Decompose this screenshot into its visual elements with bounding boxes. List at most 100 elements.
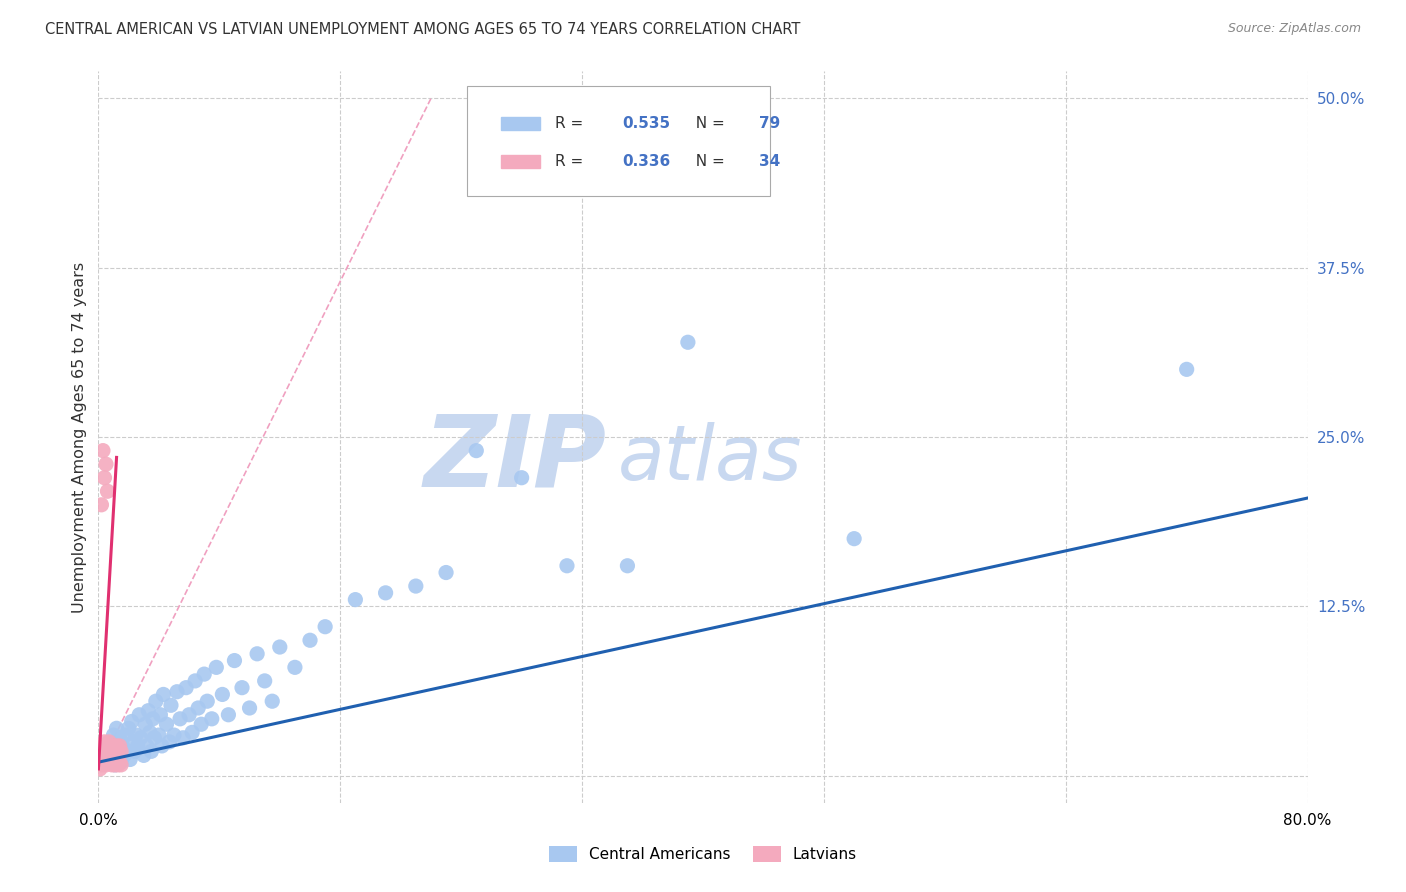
Point (90, 498, 112, 512)
Point (465, 443, 488, 458)
Point (405, 579, 427, 593)
Point (1175, 362, 1198, 376)
Point (103, 728, 125, 742)
Point (108, 731, 131, 745)
Point (91, 443, 114, 458)
Point (246, 647, 269, 661)
Point (101, 744, 124, 758)
Point (143, 731, 166, 745)
Point (104, 757, 127, 772)
Point (135, 739, 157, 753)
Point (434, 566, 457, 580)
Point (195, 694, 218, 708)
Point (616, 558, 638, 573)
Point (139, 725, 162, 739)
Point (114, 728, 136, 742)
Point (104, 744, 127, 758)
Point (124, 744, 146, 758)
Text: 0.535: 0.535 (621, 116, 671, 131)
Point (107, 757, 129, 772)
Point (181, 725, 204, 739)
Text: N =: N = (686, 153, 730, 169)
Point (262, 694, 284, 708)
Point (103, 755, 125, 769)
Text: R =: R = (555, 116, 589, 131)
Point (174, 681, 197, 695)
Point (93, 471, 115, 485)
FancyBboxPatch shape (501, 154, 540, 168)
Point (299, 633, 322, 648)
Point (96, 755, 118, 769)
Point (193, 667, 215, 681)
Point (96, 484, 118, 499)
Point (93, 752, 115, 766)
Point (103, 752, 125, 766)
Point (103, 735, 125, 749)
Point (111, 739, 134, 753)
Point (150, 739, 173, 753)
Text: 34: 34 (759, 153, 780, 169)
Point (155, 717, 177, 731)
Point (201, 712, 224, 726)
Point (169, 712, 191, 726)
Point (100, 739, 122, 753)
Point (91, 755, 114, 769)
Point (107, 744, 129, 758)
Point (110, 755, 132, 769)
Point (149, 707, 172, 722)
Point (314, 620, 336, 634)
Text: Source: ZipAtlas.com: Source: ZipAtlas.com (1227, 22, 1361, 36)
Point (89, 762, 111, 776)
Point (127, 739, 149, 753)
Y-axis label: Unemployment Among Ages 65 to 74 years: Unemployment Among Ages 65 to 74 years (72, 261, 87, 613)
Text: 0.336: 0.336 (621, 153, 671, 169)
Point (676, 335, 699, 350)
Point (94, 757, 117, 772)
Point (115, 744, 138, 758)
FancyBboxPatch shape (467, 86, 769, 195)
Point (179, 707, 201, 722)
Point (91, 739, 114, 753)
Point (555, 558, 578, 573)
Point (90, 748, 112, 763)
Point (122, 735, 145, 749)
Point (120, 752, 142, 766)
Point (145, 694, 167, 708)
Point (231, 681, 253, 695)
Point (105, 721, 128, 735)
Point (94, 744, 117, 758)
Point (112, 748, 135, 763)
Point (160, 698, 183, 713)
Point (96, 748, 118, 763)
Point (103, 739, 125, 753)
Point (93, 735, 115, 749)
Point (205, 660, 228, 674)
Point (101, 755, 124, 769)
Point (253, 673, 276, 688)
Point (166, 684, 188, 698)
Point (94, 457, 117, 471)
Text: ZIP: ZIP (423, 410, 606, 508)
Point (190, 717, 212, 731)
Point (100, 741, 122, 756)
Point (98, 752, 121, 766)
Text: atlas: atlas (619, 422, 803, 496)
Point (110, 757, 132, 772)
Point (98, 735, 121, 749)
Point (110, 744, 132, 758)
Point (128, 707, 150, 722)
Point (101, 757, 124, 772)
Point (152, 688, 174, 702)
Point (224, 654, 246, 668)
Point (118, 721, 141, 735)
Legend: Central Americans, Latvians: Central Americans, Latvians (543, 840, 863, 868)
FancyBboxPatch shape (501, 117, 540, 130)
Point (129, 731, 152, 745)
Point (163, 728, 186, 742)
Point (172, 731, 194, 745)
Point (134, 717, 156, 731)
Point (142, 712, 165, 726)
Point (187, 701, 209, 715)
Point (98, 744, 121, 758)
Point (844, 532, 866, 546)
